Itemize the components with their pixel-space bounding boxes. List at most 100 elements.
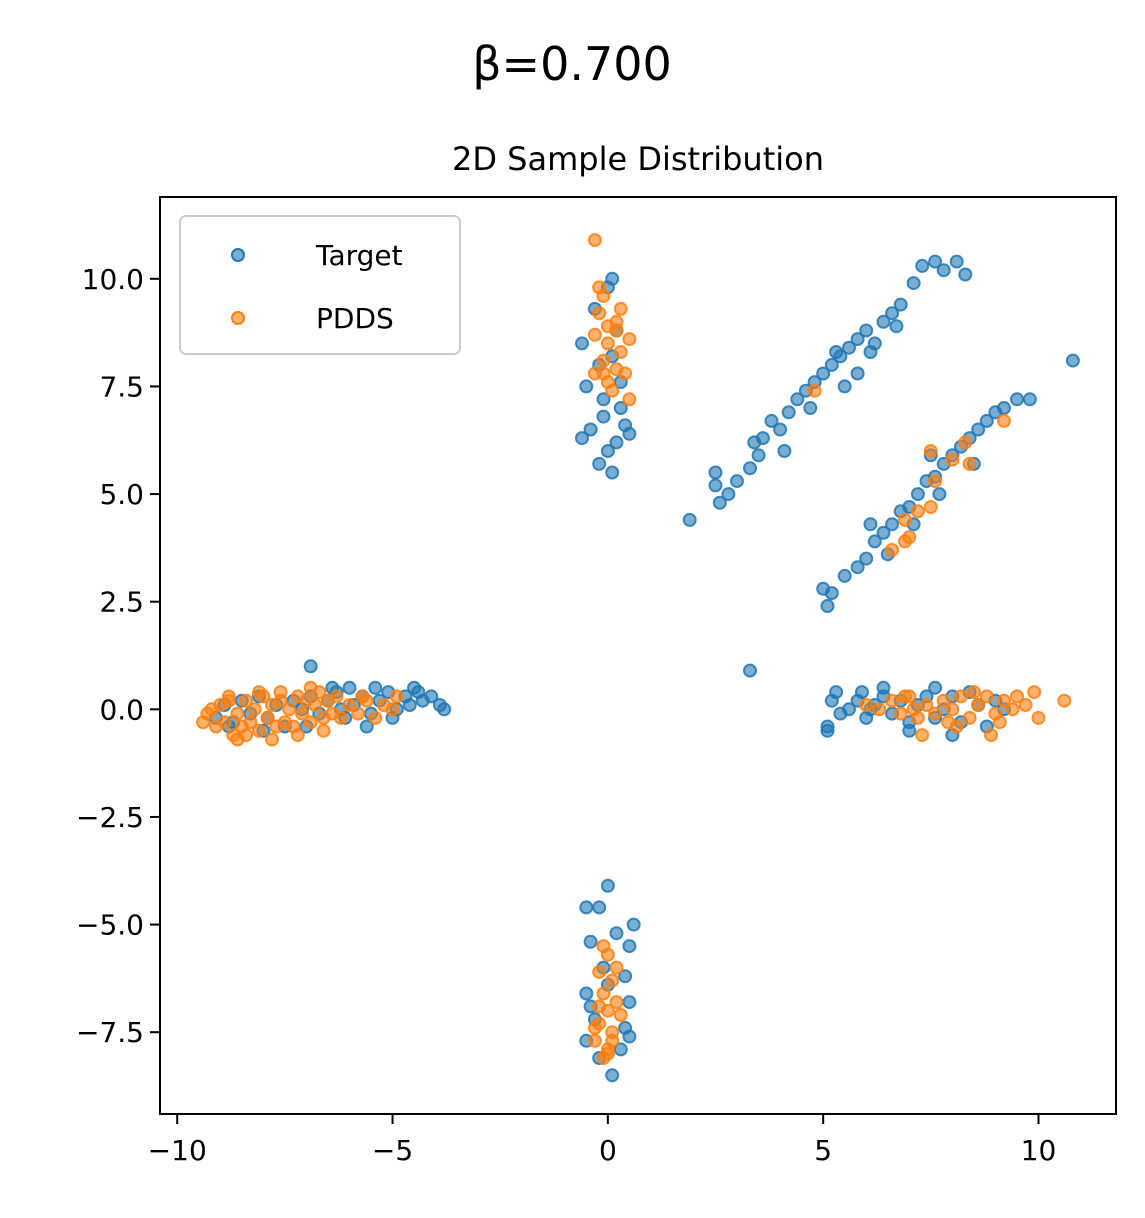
legend-marker-pdds — [231, 311, 245, 325]
target-point — [906, 276, 921, 291]
target-point — [682, 512, 697, 527]
target-point — [1065, 353, 1080, 368]
target-point — [626, 917, 641, 932]
target-point — [609, 435, 624, 450]
pdds-point — [1027, 685, 1042, 700]
pdds-point — [308, 698, 322, 712]
target-point — [575, 336, 589, 351]
target-point — [863, 517, 878, 532]
target-point — [613, 401, 628, 415]
pdds-point — [217, 715, 232, 730]
target-point — [889, 319, 904, 334]
pdds-point — [333, 710, 348, 725]
pdds-point — [351, 706, 366, 721]
target-point — [997, 401, 1011, 415]
pdds-point — [928, 474, 943, 489]
target-point — [605, 271, 620, 286]
target-point — [368, 680, 383, 695]
target-point — [359, 719, 374, 734]
target-point — [915, 258, 930, 273]
pdds-point — [1018, 698, 1033, 712]
pdds-point — [971, 698, 986, 712]
pdds-point — [962, 456, 977, 471]
x-axis: −10 −5 0 5 10 — [148, 1114, 1056, 1167]
target-point — [600, 878, 615, 893]
target-point — [1010, 392, 1024, 407]
pdds-point — [290, 728, 305, 743]
pdds-point — [221, 689, 236, 704]
pdds-point — [872, 702, 887, 717]
target-point — [893, 297, 908, 312]
target-point — [424, 689, 439, 704]
pdds-point — [230, 706, 245, 721]
target-point — [850, 560, 865, 575]
pdds-point — [885, 693, 900, 708]
pdds-point — [605, 1033, 620, 1048]
target-point — [837, 568, 852, 583]
target-point — [928, 680, 943, 695]
pdds-point — [997, 413, 1011, 428]
pdds-point — [962, 710, 977, 725]
target-point — [876, 314, 891, 329]
pdds-point — [893, 706, 908, 721]
target-point — [824, 586, 839, 601]
pdds-point — [605, 383, 620, 398]
target-point — [876, 525, 891, 540]
pdds-point — [936, 693, 951, 708]
pdds-point — [966, 685, 981, 700]
target-point — [575, 431, 589, 446]
series-target-points — [209, 254, 1080, 1083]
target-point — [622, 995, 637, 1010]
pdds-point — [622, 392, 637, 407]
pdds-point — [898, 534, 912, 549]
target-point — [876, 680, 891, 695]
pdds-point — [910, 504, 925, 519]
pdds-point — [592, 306, 607, 321]
pdds-point — [613, 301, 628, 316]
target-point — [837, 379, 852, 394]
pdds-point — [596, 366, 611, 381]
target-point — [781, 405, 796, 420]
legend-label-pdds: PDDS — [316, 302, 394, 335]
pdds-point — [600, 947, 615, 962]
pdds-point — [282, 702, 297, 717]
target-point — [829, 685, 844, 700]
pdds-point — [243, 715, 258, 730]
target-point — [592, 456, 607, 471]
pdds-point — [316, 723, 331, 738]
target-point — [592, 900, 607, 915]
y-tick-label: 5.0 — [99, 478, 144, 511]
pdds-point — [265, 732, 279, 747]
pdds-point — [605, 973, 620, 988]
pdds-point — [587, 1020, 602, 1035]
pdds-point — [600, 319, 615, 334]
pdds-point — [587, 233, 602, 248]
chart-suptitle: β=0.700 — [472, 37, 672, 91]
pdds-point — [885, 543, 900, 557]
legend-box — [179, 215, 461, 355]
pdds-point — [196, 715, 211, 730]
target-point — [790, 392, 805, 407]
series-pdds-points — [196, 233, 1072, 1065]
target-point — [596, 392, 611, 407]
target-point — [708, 465, 723, 480]
x-tick-label: −10 — [148, 1134, 207, 1167]
pdds-point — [600, 1046, 615, 1061]
pdds-point — [587, 327, 602, 342]
y-tick-label: −7.5 — [76, 1016, 144, 1049]
target-point — [712, 495, 727, 510]
target-point — [829, 345, 844, 359]
pdds-point — [247, 702, 262, 717]
target-point — [743, 461, 757, 476]
target-point — [885, 517, 900, 532]
chart-title: 2D Sample Distribution — [452, 140, 824, 178]
pdds-point — [949, 719, 964, 734]
pdds-point — [342, 698, 357, 712]
target-point — [867, 534, 882, 549]
pdds-point — [385, 702, 400, 717]
target-point — [859, 551, 874, 566]
legend-label-target: Target — [315, 239, 403, 272]
target-point — [764, 413, 779, 428]
pdds-point — [1031, 710, 1046, 725]
